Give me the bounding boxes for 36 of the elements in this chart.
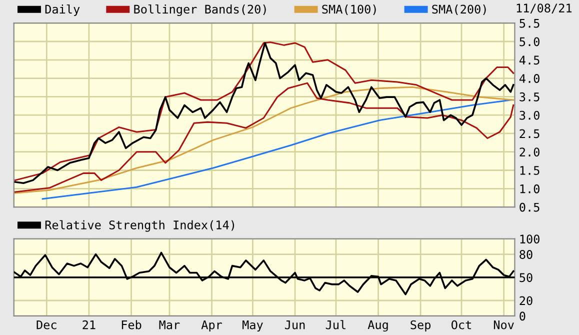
x-tick-label: Sep <box>410 320 431 332</box>
x-tick-label: May <box>242 320 263 332</box>
line-series <box>14 252 514 296</box>
x-tick-label: 21 <box>82 320 96 330</box>
x-tick-label: Feb <box>122 320 142 330</box>
text: 11/08/21 <box>516 4 572 14</box>
y-tick-label: 20 <box>520 296 532 306</box>
legend-label: Bollinger Bands(20) <box>134 4 266 16</box>
y-tick-label: 50 <box>520 273 532 282</box>
x-tick-label: Jul <box>326 320 346 330</box>
y-tick-label: 1.0 <box>520 184 540 194</box>
y-tick-label: 2.0 <box>520 148 540 157</box>
x-tick-label: Dec <box>36 320 56 330</box>
y-tick-label: 4.0 <box>519 74 540 83</box>
y-tick-label: 4.5 <box>519 56 540 65</box>
x-tick-label: Jun <box>284 320 305 330</box>
y-tick-label: 0 <box>520 312 526 321</box>
x-tick-label: Nov <box>494 320 514 330</box>
y-tick-label: 3.0 <box>520 110 540 120</box>
x-tick-label: Oct <box>452 320 472 330</box>
x-tick-label: Aug <box>368 320 388 332</box>
y-tick-label: 3.5 <box>520 92 540 102</box>
legend-label: Daily <box>45 4 80 16</box>
y-tick-label: 100 <box>520 234 540 244</box>
y-tick-label: 5.0 <box>520 37 540 46</box>
legend-label: Relative Strength Index(14) <box>45 220 234 232</box>
y-tick-label: 5.5 <box>520 19 540 28</box>
y-tick-label: 80 <box>520 250 532 259</box>
y-tick-label: 2.5 <box>520 129 540 138</box>
line-series <box>42 99 512 200</box>
legend-label: SMA(100) <box>322 4 376 16</box>
y-tick-label: 0.5 <box>520 202 540 212</box>
legend-label: SMA(200) <box>432 4 486 16</box>
y-tick-label: 1.5 <box>520 166 540 175</box>
x-tick-label: Apr <box>201 320 222 332</box>
x-tick-label: Mar <box>159 320 180 330</box>
